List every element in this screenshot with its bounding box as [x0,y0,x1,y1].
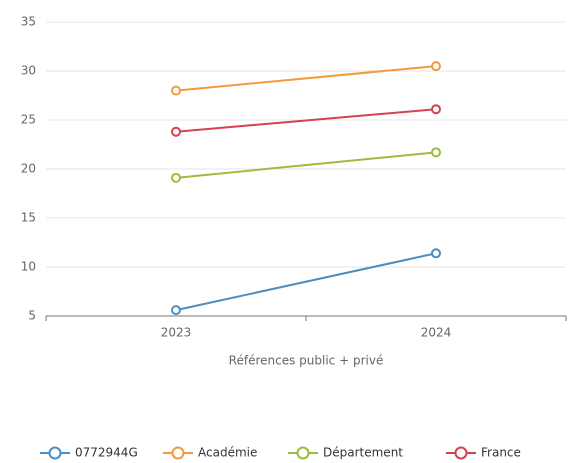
x-tick-label: 2024 [421,326,452,340]
series-line [175,252,437,312]
y-tick-label: 20 [21,162,36,176]
legend-label: Académie [198,446,257,460]
series-line [175,65,437,92]
series-line [175,108,437,133]
y-tick-label: 15 [21,211,36,225]
legend-icon-circle [171,446,185,460]
legend-label: 0772944G [75,446,138,460]
data-point [431,147,441,158]
y-tick-label: 5 [28,309,36,323]
data-point [171,172,181,183]
x-tick-label: 2023 [161,326,192,340]
legend-icon-circle [48,446,62,460]
data-point [171,305,181,316]
data-point [431,61,441,72]
y-tick-label: 30 [21,64,36,78]
y-tick-label: 35 [21,15,36,29]
y-tick-label: 10 [21,260,36,274]
data-point [431,104,441,115]
data-point [171,85,181,96]
y-tick-label: 25 [21,113,36,127]
legend-label: Département [323,446,403,460]
data-point [171,126,181,137]
legend-icon-circle [454,446,468,460]
series-line [175,151,437,179]
x-axis-label: Références public + privé [229,354,384,368]
data-point [431,248,441,259]
legend-icon-circle [296,446,310,460]
legend-label: France [481,446,521,460]
